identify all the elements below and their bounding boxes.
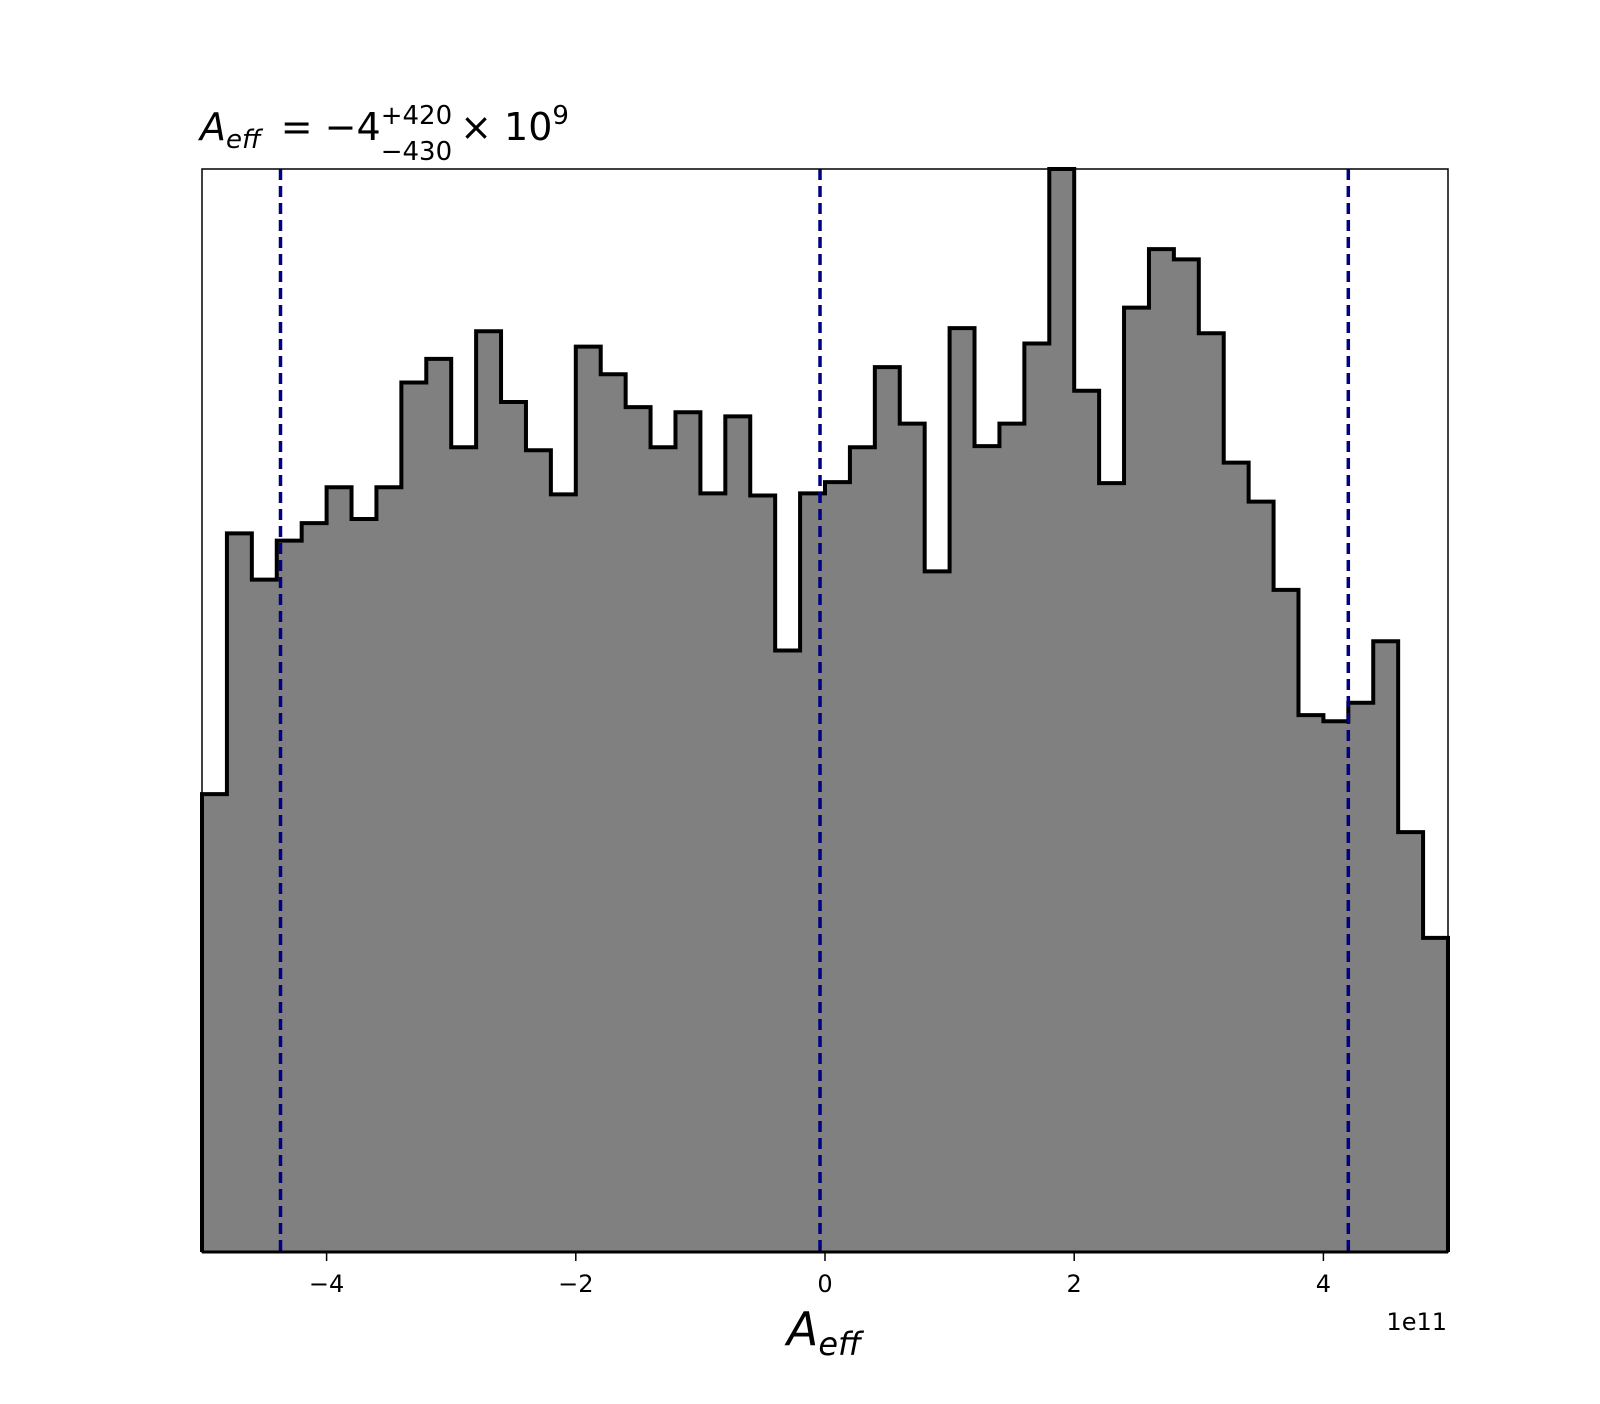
histogram-bar (202, 794, 227, 1252)
histogram-bar (899, 423, 925, 1252)
histogram-bar (1373, 641, 1399, 1252)
histogram-bar (650, 447, 676, 1253)
x-tick-label: 4 (1316, 1270, 1331, 1298)
histogram-bar (1148, 249, 1174, 1253)
histogram-bar (600, 374, 626, 1252)
histogram-bar (874, 367, 900, 1252)
histogram-bar (301, 523, 327, 1252)
histogram-bar (550, 494, 576, 1252)
histogram-bar (1024, 343, 1050, 1252)
chart-title: Aeff = −4+420 −430 × 109 (197, 101, 569, 167)
title-symbol-sub: eff (226, 125, 264, 155)
histogram-bar (625, 407, 651, 1252)
histogram-bar (376, 487, 402, 1252)
histogram-bar (575, 346, 601, 1253)
histogram-bar (1423, 937, 1448, 1252)
histogram-bar (725, 416, 751, 1252)
title-base: = −4 (281, 105, 381, 149)
histogram-bar (700, 493, 726, 1252)
title-sup: +420 (381, 101, 452, 131)
histogram-bar (974, 446, 1000, 1252)
histogram-bar (1198, 333, 1224, 1252)
x-tick-label: −4 (309, 1270, 344, 1298)
histogram-bar (675, 412, 701, 1252)
title-symbol: A (197, 105, 226, 149)
x-tick-label: 2 (1067, 1270, 1082, 1298)
histogram-bar (401, 382, 427, 1252)
histogram-bar (276, 540, 302, 1252)
x-axis-label: Aeff (784, 1302, 865, 1363)
xlabel-sub: eff (818, 1325, 865, 1363)
histogram-bar (1074, 390, 1100, 1253)
histogram-bar (1348, 702, 1374, 1252)
histogram-bar (949, 328, 975, 1252)
x-tick-label: 0 (817, 1270, 832, 1298)
histogram-bar (326, 487, 352, 1252)
histogram-bar (750, 495, 776, 1252)
histogram-outline (200, 167, 1450, 1252)
histogram-bar (1323, 721, 1349, 1252)
title-times: × 10 (460, 105, 552, 149)
histogram-bar (924, 571, 950, 1252)
x-tick-label: −2 (558, 1270, 593, 1298)
histogram-bar (426, 358, 452, 1253)
x-offset-text: 1e11 (1386, 1308, 1447, 1336)
histogram-bar (251, 579, 277, 1252)
histogram-bar (351, 519, 377, 1252)
histogram-bar (451, 447, 477, 1253)
xlabel-symbol: A (784, 1302, 818, 1356)
histogram-bar (849, 447, 875, 1253)
histogram-bar (1049, 169, 1075, 1252)
histogram-bar (1398, 832, 1424, 1252)
histogram-bar (226, 533, 252, 1252)
histogram-bar (1273, 589, 1299, 1252)
histogram-bar (999, 423, 1025, 1252)
histogram-bar (825, 482, 850, 1252)
histogram-bar (775, 650, 801, 1252)
histogram-bar (1099, 483, 1125, 1252)
histogram-bar (1298, 715, 1324, 1252)
histogram-bar (1173, 259, 1199, 1252)
histogram-bar (1223, 462, 1249, 1252)
title-exp: 9 (552, 101, 569, 131)
histogram-bar (525, 450, 551, 1252)
histogram-bar (1124, 307, 1149, 1252)
histogram-bar (501, 402, 526, 1252)
histogram-bar (1248, 501, 1274, 1252)
title-sub: −430 (381, 137, 452, 167)
histogram-bar (476, 331, 502, 1252)
